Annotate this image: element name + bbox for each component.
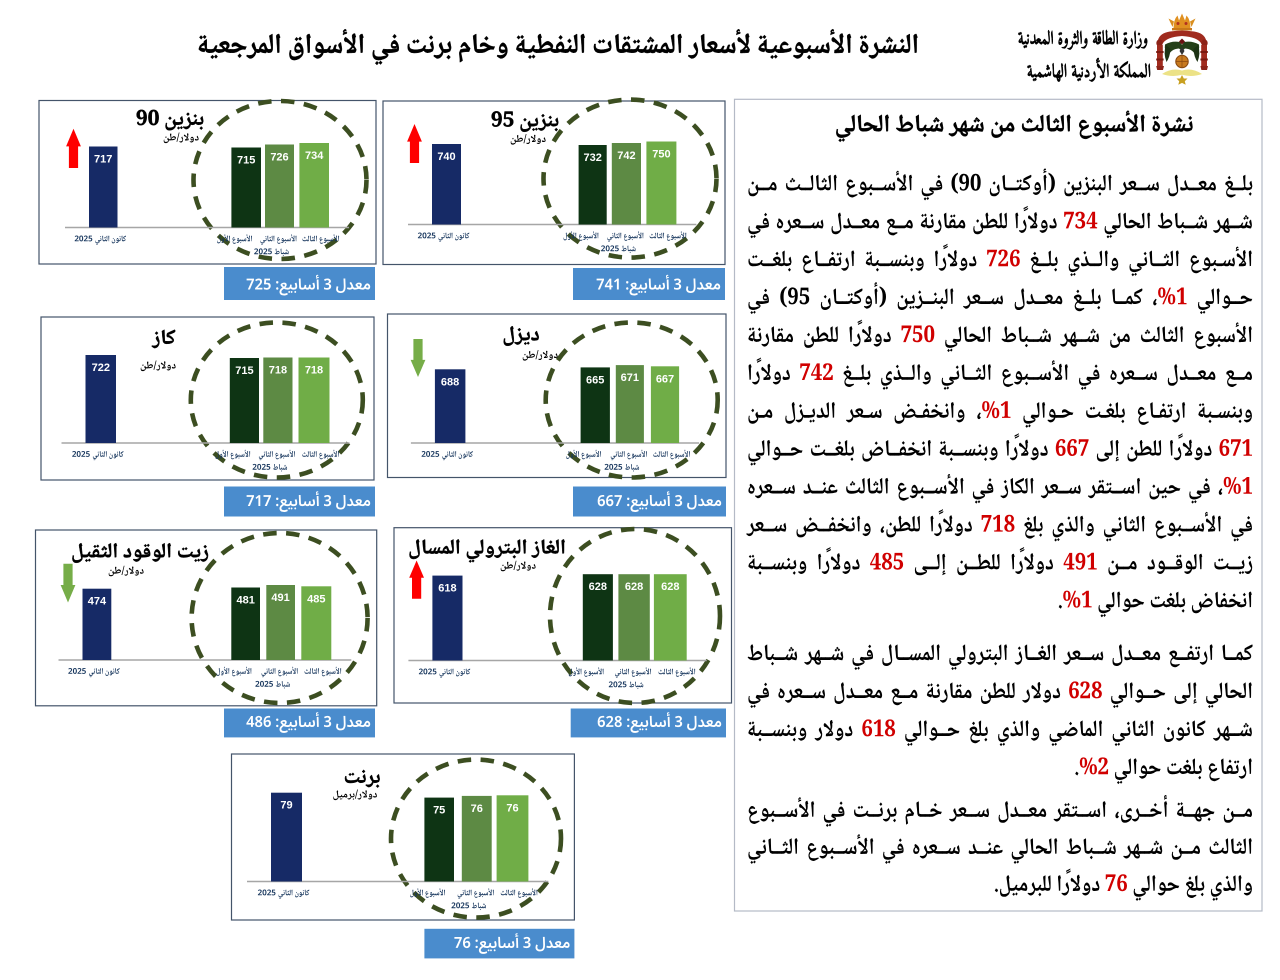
svg-text:628: 628 [625,581,643,593]
svg-text:618: 618 [438,583,456,595]
svg-text:726: 726 [270,152,288,164]
svg-text:628: 628 [661,581,679,593]
svg-text:665: 665 [586,374,604,386]
svg-text:718: 718 [269,365,287,377]
svg-text:715: 715 [235,365,253,377]
svg-text:732: 732 [584,152,602,164]
svg-text:734: 734 [305,150,324,162]
svg-text:76: 76 [506,802,518,814]
svg-text:722: 722 [92,362,110,374]
svg-text:76: 76 [471,803,483,815]
svg-text:474: 474 [88,596,107,608]
svg-text:718: 718 [305,365,323,377]
svg-text:667: 667 [656,373,674,385]
svg-text:715: 715 [237,155,255,167]
svg-text:481: 481 [237,595,255,607]
svg-text:688: 688 [441,376,459,388]
svg-text:750: 750 [652,149,670,161]
svg-text:491: 491 [271,592,289,604]
svg-text:79: 79 [280,800,292,812]
svg-text:742: 742 [617,150,635,162]
svg-text:485: 485 [307,593,325,605]
svg-text:740: 740 [437,151,455,163]
svg-text:75: 75 [433,805,445,817]
svg-text:628: 628 [589,581,607,593]
svg-text:671: 671 [621,372,639,384]
svg-text:717: 717 [94,154,112,166]
